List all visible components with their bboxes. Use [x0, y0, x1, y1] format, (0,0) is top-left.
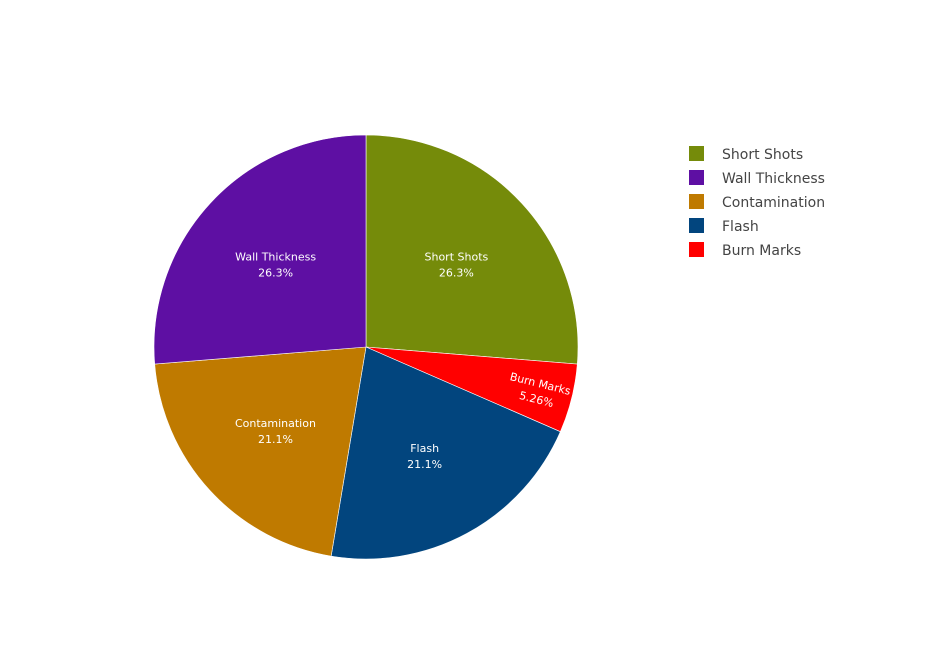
- legend-label: Burn Marks: [722, 243, 801, 259]
- legend-swatch: [689, 146, 704, 161]
- slice-percent-label: 26.3%: [258, 267, 293, 280]
- slice-percent-label: 21.1%: [407, 458, 442, 471]
- slice-category-label: Contamination: [235, 417, 316, 430]
- legend-label: Flash: [722, 219, 759, 235]
- pie-slice-wall-thickness[interactable]: [153, 134, 367, 365]
- pie-slice-short-shots[interactable]: [365, 134, 579, 365]
- slice-label-short-shots: Short Shots 26.3%: [425, 251, 489, 280]
- legend: Short Shots Wall Thickness Contamination Fl…: [689, 146, 825, 259]
- legend-label: Contamination: [722, 195, 825, 211]
- legend-swatch: [689, 242, 704, 257]
- legend-item-short-shots[interactable]: Short Shots: [689, 146, 803, 163]
- slice-label-flash: Flash 21.1%: [407, 442, 442, 471]
- slice-category-label: Short Shots: [425, 251, 489, 264]
- pie-slice-contamination[interactable]: [154, 346, 367, 557]
- slice-percent-label: 21.1%: [258, 433, 293, 446]
- slice-category-label: Wall Thickness: [235, 251, 316, 264]
- legend-item-contamination[interactable]: Contamination: [689, 194, 825, 211]
- legend-item-wall-thickness[interactable]: Wall Thickness: [689, 170, 825, 187]
- legend-item-burn-marks[interactable]: Burn Marks: [689, 242, 801, 259]
- slice-percent-label: 26.3%: [439, 267, 474, 280]
- pie-slices: [153, 134, 579, 560]
- slice-label-contamination: Contamination 21.1%: [235, 417, 316, 446]
- slice-label-wall-thickness: Wall Thickness 26.3%: [235, 251, 316, 280]
- legend-label: Short Shots: [722, 147, 803, 163]
- pie-slice-flash[interactable]: [330, 346, 561, 560]
- legend-swatch: [689, 194, 704, 209]
- legend-item-flash[interactable]: Flash: [689, 218, 759, 235]
- legend-swatch: [689, 218, 704, 233]
- legend-swatch: [689, 170, 704, 185]
- legend-label: Wall Thickness: [722, 171, 825, 187]
- slice-category-label: Flash: [410, 442, 439, 455]
